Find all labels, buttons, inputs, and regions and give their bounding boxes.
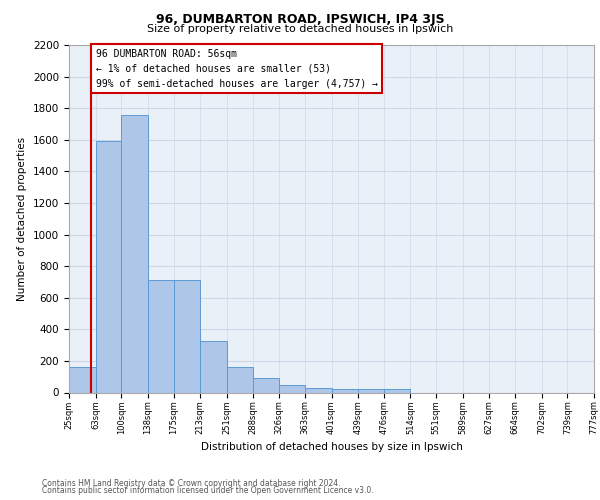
Bar xyxy=(121,114,148,392)
Y-axis label: Number of detached properties: Number of detached properties xyxy=(17,136,28,301)
Text: Contains HM Land Registry data © Crown copyright and database right 2024.: Contains HM Land Registry data © Crown c… xyxy=(42,478,341,488)
Bar xyxy=(200,341,227,392)
Bar xyxy=(384,390,410,392)
Bar xyxy=(95,142,121,392)
Bar xyxy=(148,280,174,392)
Bar xyxy=(174,280,200,392)
Bar xyxy=(253,378,279,392)
X-axis label: Distribution of detached houses by size in Ipswich: Distribution of detached houses by size … xyxy=(200,442,463,452)
Bar xyxy=(305,388,331,392)
Text: Contains public sector information licensed under the Open Government Licence v3: Contains public sector information licen… xyxy=(42,486,374,495)
Text: Size of property relative to detached houses in Ipswich: Size of property relative to detached ho… xyxy=(147,24,453,34)
Text: 96, DUMBARTON ROAD, IPSWICH, IP4 3JS: 96, DUMBARTON ROAD, IPSWICH, IP4 3JS xyxy=(155,12,445,26)
Bar xyxy=(358,390,384,392)
Bar xyxy=(331,388,358,392)
Bar xyxy=(69,367,95,392)
Bar xyxy=(227,367,253,392)
Bar xyxy=(279,384,305,392)
Text: 96 DUMBARTON ROAD: 56sqm
← 1% of detached houses are smaller (53)
99% of semi-de: 96 DUMBARTON ROAD: 56sqm ← 1% of detache… xyxy=(95,49,377,88)
